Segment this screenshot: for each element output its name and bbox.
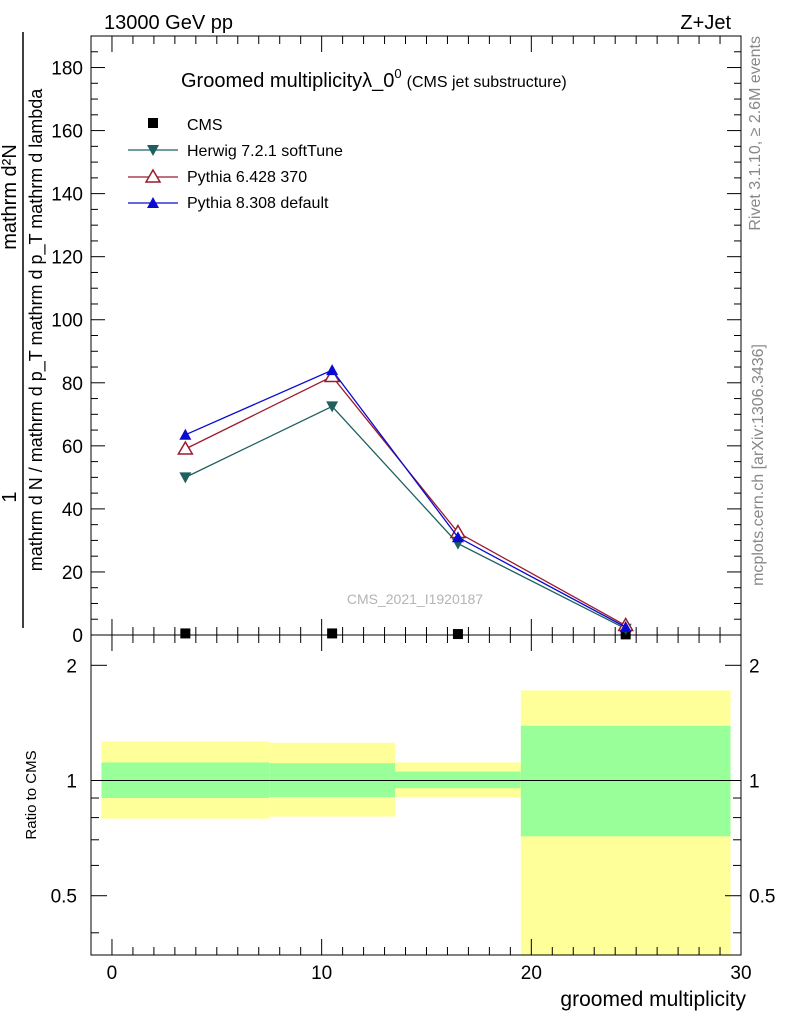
- series-line-pythia6: [185, 375, 626, 627]
- legend-marker-pythia6: [144, 168, 162, 183]
- ratio-frame: [90, 634, 742, 956]
- data-point-cms: [180, 628, 191, 639]
- x-axis-label: groomed multiplicity: [560, 988, 746, 1011]
- y-label-one: 1: [0, 491, 21, 502]
- main-series: [177, 364, 634, 640]
- main-y-axis-label: 1 mathrm d²N mathrm d N / mathrm d p_T m…: [0, 32, 47, 628]
- data-point-cms: [452, 629, 463, 640]
- main-y-tick-label: 40: [62, 500, 83, 521]
- data-point-pythia8: [619, 621, 632, 633]
- ratio-y-tick-label-right: 1: [749, 772, 760, 793]
- main-y-tick-label: 80: [62, 374, 83, 395]
- legend-item-cms: CMS: [148, 117, 223, 134]
- main-y-tick-label: 160: [51, 122, 83, 143]
- y-label-denominator: mathrm d N / mathrm d p_T mathrm d p_T m…: [26, 88, 47, 571]
- legend-marker-herwig: [147, 145, 159, 156]
- legend-item-herwig: Herwig 7.2.1 softTune: [128, 143, 343, 160]
- data-point-cms: [327, 628, 338, 639]
- x-tick-label: 10: [311, 963, 332, 984]
- main-y-tick-label: 60: [62, 437, 83, 458]
- ratio-y-tick-label-right: 0.5: [749, 887, 775, 908]
- ratio-y-tick-label-right: 2: [749, 656, 760, 677]
- ratio-y-tick-label: 1: [66, 772, 77, 793]
- series-pythia8: [179, 364, 632, 633]
- data-point-herwig: [179, 472, 192, 484]
- y-label-numerator: mathrm d²N: [0, 144, 21, 250]
- data-point-pythia8: [326, 364, 339, 376]
- data-point-herwig: [326, 401, 339, 413]
- legend-label-pythia6: Pythia 6.428 370: [187, 169, 307, 186]
- legend-label-cms: CMS: [187, 117, 223, 134]
- watermark: CMS_2021_I1920187: [347, 591, 483, 607]
- rivet-label: Rivet 3.1.10, ≥ 2.6M events: [747, 36, 764, 231]
- ratio-bands: [101, 690, 731, 955]
- main-y-tick-label: 140: [51, 185, 83, 206]
- ratio-y-tick-label: 0.5: [51, 887, 77, 908]
- plot-title-superscript: 0: [394, 66, 401, 81]
- main-y-tick-label: 100: [51, 311, 83, 332]
- main-y-tick-label: 0: [72, 626, 83, 647]
- main-y-tick-label: 20: [62, 563, 83, 584]
- legend-label-herwig: Herwig 7.2.1 softTune: [187, 143, 343, 160]
- legend-marker-pythia8: [147, 197, 159, 208]
- main-y-tick-label: 120: [51, 248, 83, 269]
- ratio-band-inner: [520, 725, 731, 837]
- data-point-pythia6: [177, 440, 194, 455]
- energy-label: 13000 GeV pp: [104, 12, 233, 34]
- ratio-y-axis-label: Ratio to CMS: [23, 750, 40, 839]
- data-point-pythia8: [179, 428, 192, 440]
- plot-title-main: Groomed multiplicityλ_0: [181, 70, 394, 92]
- ratio-y-ticks: 0.5 0.5 1 1 2 2: [51, 656, 775, 934]
- x-tick-label: 30: [730, 963, 751, 984]
- series-line-herwig: [185, 405, 626, 630]
- legend-marker-cms: [148, 118, 158, 128]
- ratio-x-ticks: 0 10 20 30: [107, 635, 752, 984]
- main-panel: 0 20 40 60 80 100 120 140 160 180 Groomed multipl…: [0, 32, 742, 647]
- plot-title: Groomed multiplicityλ_00 (CMS jet substru…: [181, 66, 567, 92]
- plot-title-note: (CMS jet substructure): [407, 74, 567, 91]
- ratio-panel: 0.5 0.5 1 1 2 2 0 10 20 30 Ratio to CMS groomed …: [23, 634, 775, 1011]
- legend-item-pythia8: Pythia 8.308 default: [128, 195, 329, 212]
- process-label: Z+Jet: [680, 12, 731, 34]
- x-tick-label: 20: [521, 963, 542, 984]
- main-x-ticks: [111, 36, 742, 635]
- main-y-tick-label: 180: [51, 59, 83, 80]
- ratio-y-tick-label: 2: [66, 656, 77, 677]
- legend: CMS Herwig 7.2.1 softTune Pythia 6.428 3…: [128, 117, 343, 212]
- ratio-band-inner: [395, 771, 521, 789]
- x-tick-label: 0: [107, 963, 118, 984]
- series-line-pythia8: [185, 369, 626, 628]
- data-point-pythia8: [451, 531, 464, 543]
- legend-item-pythia6: Pythia 6.428 370: [128, 168, 307, 186]
- mcplots-label: mcplots.cern.ch [arXiv:1306.3436]: [750, 344, 767, 586]
- legend-label-pythia8: Pythia 8.308 default: [187, 195, 329, 212]
